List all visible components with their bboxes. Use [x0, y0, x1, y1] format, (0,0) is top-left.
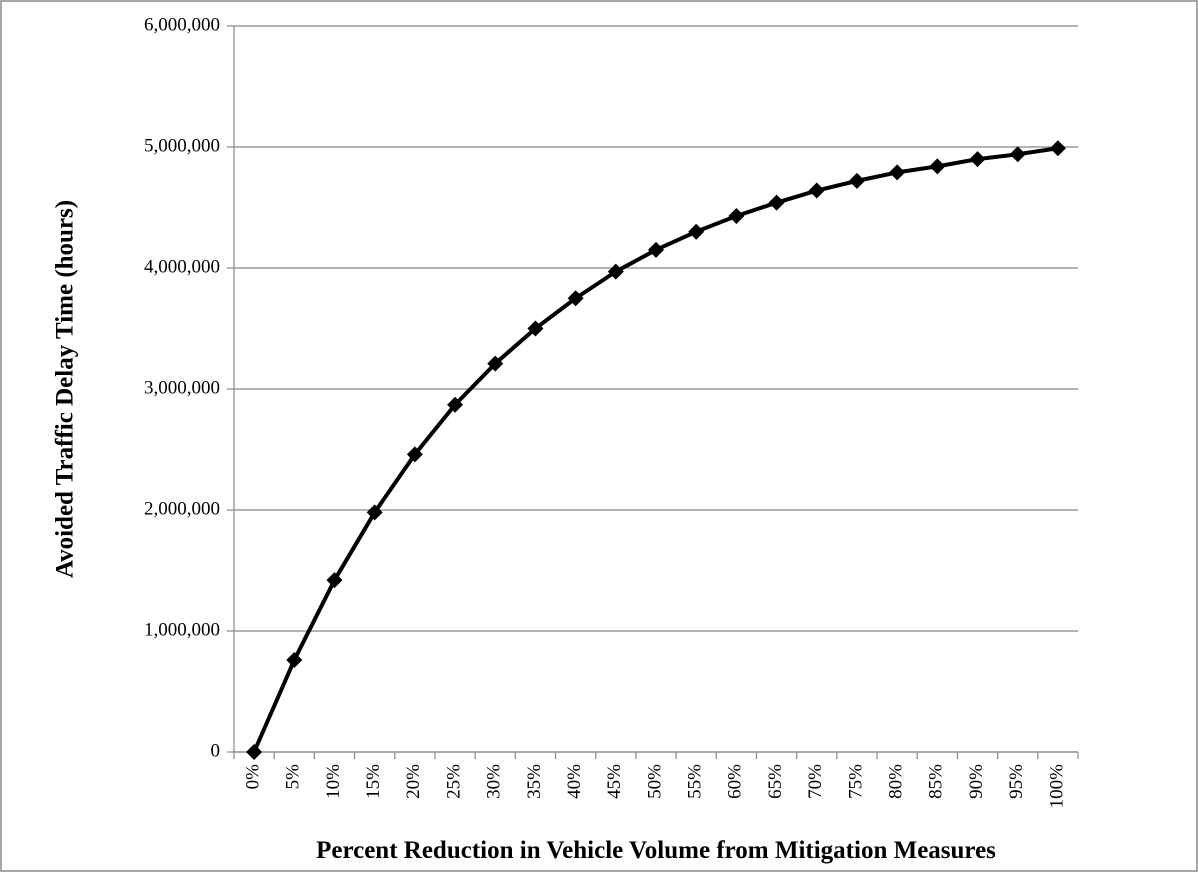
x-tick-label: 80% [886, 764, 907, 799]
y-tick-label: 0 [211, 740, 221, 761]
point-marker [246, 744, 263, 760]
y-tick-label: 4,000,000 [144, 256, 220, 277]
point-marker [648, 241, 664, 258]
point-marker [567, 290, 584, 307]
x-tick-label: 55% [685, 764, 706, 799]
y-axis-title: Avoided Traffic Delay Time (hours) [52, 200, 79, 578]
point-marker [808, 182, 825, 199]
point-marker [607, 263, 624, 280]
x-tick-label: 40% [564, 764, 585, 799]
x-tick-label: 35% [524, 764, 545, 799]
point-marker [366, 504, 383, 521]
point-marker [969, 151, 986, 168]
x-tick-label: 100% [1046, 764, 1067, 809]
x-tick-label: 85% [926, 764, 947, 799]
y-tick-label: 1,000,000 [144, 619, 220, 640]
x-tick-label: 45% [604, 764, 625, 799]
x-tick-label: 60% [725, 764, 746, 799]
point-marker [728, 207, 745, 224]
x-axis-title: Percent Reduction in Vehicle Volume from… [316, 837, 996, 864]
x-tick-label: 75% [845, 764, 866, 799]
point-marker [406, 446, 423, 463]
x-tick-label: 95% [1006, 764, 1027, 799]
point-marker [286, 652, 303, 669]
y-tick-label: 3,000,000 [144, 377, 220, 398]
point-marker [848, 172, 865, 189]
x-tick-label: 20% [403, 764, 424, 799]
point-marker [527, 320, 544, 337]
point-marker [889, 164, 906, 181]
point-marker [1009, 146, 1026, 163]
point-marker [1049, 140, 1066, 157]
point-marker [487, 355, 504, 372]
x-tick-label: 30% [484, 764, 505, 799]
x-tick-label: 0% [242, 764, 263, 790]
point-marker [688, 223, 705, 240]
x-tick-label: 65% [765, 764, 786, 799]
y-tick-label: 5,000,000 [144, 135, 220, 156]
point-marker [326, 572, 343, 589]
point-marker [447, 396, 464, 413]
x-tick-label: 50% [644, 764, 665, 799]
x-tick-label: 90% [966, 764, 987, 799]
y-tick-label: 2,000,000 [144, 498, 220, 519]
x-tick-label: 5% [283, 764, 304, 790]
x-tick-label: 15% [363, 764, 384, 799]
point-marker [768, 194, 785, 211]
x-tick-label: 10% [323, 764, 344, 799]
x-tick-label: 70% [805, 764, 826, 799]
y-tick-label: 6,000,000 [144, 14, 220, 35]
point-marker [929, 158, 946, 175]
x-tick-label: 25% [443, 764, 464, 799]
